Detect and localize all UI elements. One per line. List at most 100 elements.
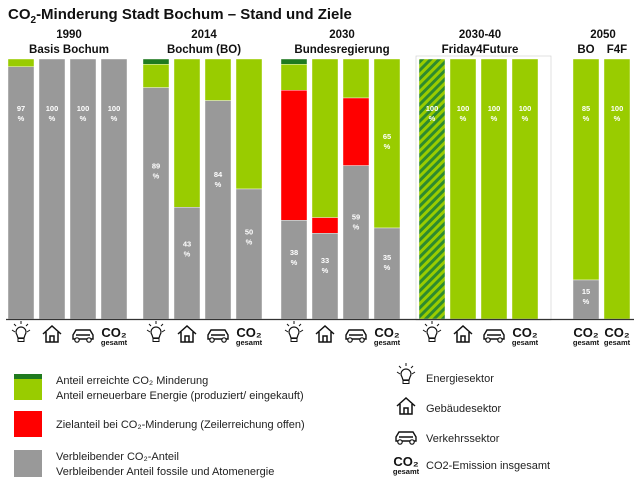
group-1990: 97 % 100 % 100 % 100% [7,58,128,320]
segment-target [280,89,308,221]
bar-label-top: 65% [383,132,391,151]
bar-2030-verkehr: 59% [342,58,370,320]
co2-icon-label: CO₂ [236,325,262,340]
sector-legend-house: Gebäudesektor [396,396,502,415]
legend-item-remaining: Verbleibender CO₂-Anteil Verbleibender An… [14,450,274,478]
segment-renewable [603,58,631,320]
segment-renewable [572,58,600,281]
bar-label: 100% [77,104,90,123]
bulb-icon [146,321,166,342]
legend-swatch-renewable [14,379,42,400]
bar-label: 97% [17,104,25,123]
segment-renewable [480,58,508,320]
segment-renewable [7,58,35,68]
bar-1990-verkehr: 100% [69,58,97,320]
sector-legend-car: Verkehrssektor [395,431,500,445]
group-label: Basis Bochum [29,44,109,56]
bar-label: 100% [108,104,121,123]
bar-label-top: 100% [611,104,624,123]
segment-achieved [142,58,170,65]
car-icon [345,329,367,343]
group-label: Bundesregierung [294,44,389,56]
group-year-label: 2050 [590,29,616,41]
segment-renewable [511,58,539,320]
group-2030-40: 100 % 100 % 100 % 100% [415,55,552,321]
sector-legend-label: Verkehrssektor [426,433,500,445]
legend-text: Verbleibender Anteil fossile und Atomene… [56,466,274,478]
legend-text: Verbleibender CO₂-Anteil [56,451,179,463]
co2-icon-sublabel: gesamt [604,338,631,347]
bar-2050-gesamt: 85 % 15% [572,58,600,320]
legend-swatch-achieved [14,374,42,379]
bar-2014-energie: 89% [142,58,170,320]
bar-2030-40-gebaeude: 100% [449,58,477,320]
group-year-label: 2030 [329,29,355,41]
segment-renewable [173,58,201,208]
bar-2050-gesamt: 100% [603,58,631,320]
bar-sublabel: F4F [607,44,627,56]
co2-icon-sublabel: gesamt [393,467,420,476]
bar-label-top: 100% [519,104,532,123]
segment-renewable [373,58,401,229]
segment-remaining [7,66,35,320]
bar-label-top: 100% [426,104,439,123]
bar-label: 89% [152,162,160,181]
segment-remaining [342,165,370,320]
bulb-icon [11,321,31,342]
sector-legend-label: CO2-Emission insgesamt [426,460,550,472]
bar-1990-gesamt: 100% [100,58,128,320]
car-icon [395,431,417,445]
co2-icon-sublabel: gesamt [573,338,600,347]
house-icon [315,324,335,343]
co2-icon-sublabel: gesamt [236,338,263,347]
car-icon [207,329,229,343]
group-labels: 1990 Basis Bochum 2014 Bochum (BO) 2030 Bunde… [29,29,627,56]
group-2050: 85 % 15 % 100% [572,58,631,320]
segment-renewable [280,63,308,91]
co2-icon-label: CO₂ [374,325,400,340]
group-year-label: 2030-40 [459,29,501,41]
bulb-icon [422,321,442,342]
bars-layer: 97 %100 %100 %100 %89 %43 %84 %50 %38% 33 %59 %65 %3… [6,55,634,321]
legend-item-target: Zielanteil bei CO₂-Minderung (Zeilerreic… [14,411,305,437]
segment-remaining [204,100,232,320]
bar-label: 33% [321,256,329,275]
group-year-label: 2014 [191,29,217,41]
bar-label: 100% [46,104,59,123]
group-label: Friday4Future [442,44,519,56]
segment-renewable [204,58,232,101]
bar-label: 35% [383,253,391,272]
co2-icon-sublabel: gesamt [512,338,539,347]
bar-2030-40-energie: 100% [418,58,446,320]
bar-2030-gesamt: 65 % 35% [373,58,401,320]
segment-achieved [280,58,308,65]
segment-remaining [373,227,401,320]
segment-renewable [449,58,477,320]
legend: Anteil erreichte CO₂ Minderung Anteil ern… [14,363,550,478]
bar-label-top: 85% [582,104,590,123]
group-2030: 38% 33 % 59 % 65 % 35% [280,58,401,320]
segment-target [342,97,370,166]
co2-icon-sublabel: gesamt [101,338,128,347]
bar-label: 15% [582,287,590,306]
co2-icon-sublabel: gesamt [374,338,401,347]
legend-text: Zielanteil bei CO₂-Minderung (Zeilerreic… [56,419,305,431]
bar-label: 43% [183,239,191,258]
segment-renewable [342,58,370,99]
bar-2014-gesamt: 50% [235,58,263,320]
car-icon [72,329,94,343]
co2-icon-label: CO₂ [604,325,630,340]
group-label: Bochum (BO) [167,44,241,56]
bar-label: 59% [352,212,360,231]
bar-2030-40-gesamt: 100% [511,58,539,320]
group-year-label: 1990 [56,29,82,41]
bar-1990-energie: 97% [7,58,35,320]
sector-legend-label: Gebäudesektor [426,403,502,415]
segment-remaining [235,188,263,320]
